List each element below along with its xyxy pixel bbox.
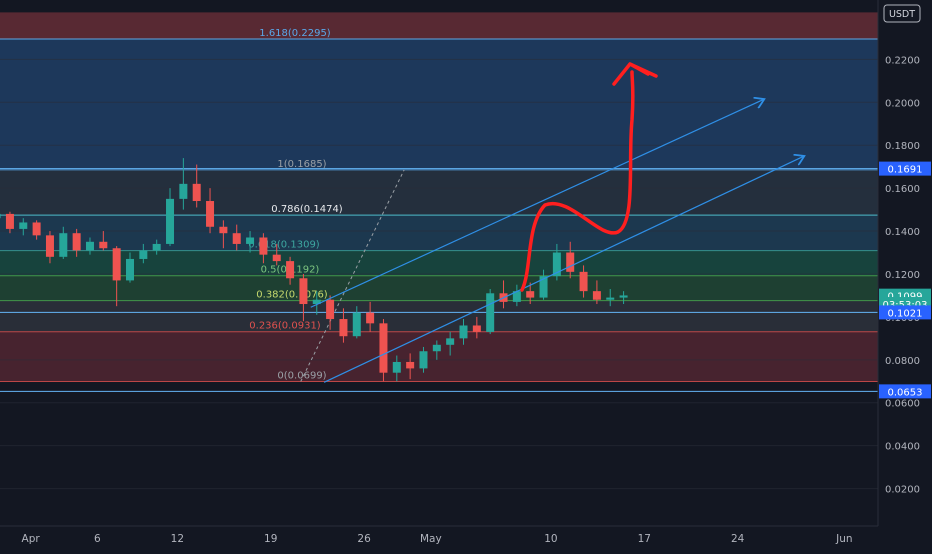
candle-body bbox=[526, 291, 535, 298]
fib-level-label: 1.618(0.2295) bbox=[259, 28, 331, 39]
candle-body bbox=[392, 361, 401, 373]
fib-zone bbox=[0, 12, 878, 39]
currency-box bbox=[883, 4, 921, 23]
x-tick-label: Apr bbox=[22, 533, 41, 545]
fib-level-label: 0.786(0.1474) bbox=[271, 204, 343, 215]
candle-body bbox=[339, 319, 348, 337]
x-tick-label: 12 bbox=[171, 533, 184, 545]
candle-body bbox=[446, 338, 455, 345]
candle-body bbox=[139, 250, 148, 259]
candle-body bbox=[352, 312, 361, 337]
candle-body bbox=[579, 271, 588, 292]
fib-zone bbox=[0, 38, 878, 170]
candle-body bbox=[619, 295, 628, 298]
candle-body bbox=[0, 213, 1, 219]
candle-body bbox=[59, 233, 68, 257]
candle-body bbox=[126, 258, 134, 281]
price-badge-bg bbox=[879, 305, 931, 320]
y-tick-label: 0.1200 bbox=[885, 270, 920, 281]
projection-drawing bbox=[520, 70, 635, 292]
candle-body bbox=[419, 351, 428, 369]
y-tick-label: 0.0200 bbox=[885, 485, 920, 496]
candle-body bbox=[219, 226, 228, 234]
candle-body bbox=[32, 222, 41, 236]
projection-arrowhead bbox=[612, 62, 658, 86]
fib-zone bbox=[0, 331, 878, 382]
currency-label: USDT bbox=[889, 9, 915, 20]
fib-zone bbox=[0, 169, 878, 216]
candle-body bbox=[99, 241, 108, 249]
fib-zone bbox=[0, 215, 878, 251]
price-badge-bg bbox=[879, 384, 931, 399]
candle-body bbox=[179, 183, 188, 199]
fib-zone bbox=[0, 300, 878, 332]
candle-body bbox=[472, 325, 481, 332]
price-badge-label: 0.1021 bbox=[888, 308, 923, 319]
candle-body bbox=[326, 299, 335, 320]
x-tick-label: 26 bbox=[357, 533, 371, 545]
fib-level-label: 0.382(0.1076) bbox=[256, 290, 328, 301]
y-tick-label: 0.2200 bbox=[885, 55, 920, 66]
candle-body bbox=[232, 233, 241, 244]
candle-body bbox=[166, 198, 175, 244]
price-badge-bg bbox=[879, 161, 931, 176]
candle-body bbox=[72, 233, 81, 251]
price-badge-label: 0.1691 bbox=[888, 165, 923, 176]
candle-body bbox=[592, 291, 601, 300]
x-tick-label: 17 bbox=[638, 533, 651, 545]
candle-body bbox=[406, 361, 415, 369]
y-tick-label: 0.0400 bbox=[885, 442, 920, 453]
candle-body bbox=[152, 243, 161, 251]
candle-body bbox=[552, 252, 561, 277]
candle-body bbox=[459, 325, 468, 339]
candle-body bbox=[19, 222, 28, 229]
candle-body bbox=[606, 297, 615, 300]
y-tick-label: 0.2000 bbox=[885, 98, 920, 109]
x-tick-label: Jun bbox=[835, 533, 852, 545]
y-tick-label: 0.1800 bbox=[885, 141, 920, 152]
candle-body bbox=[246, 237, 255, 244]
x-tick-label: 24 bbox=[731, 533, 745, 545]
fib-level-label: 1(0.1685) bbox=[277, 159, 326, 170]
candle-body bbox=[539, 276, 548, 298]
candle-body bbox=[85, 241, 94, 251]
candle-body bbox=[366, 312, 375, 324]
candle-body bbox=[432, 344, 441, 352]
candle-body bbox=[206, 201, 215, 227]
candle-body bbox=[112, 248, 121, 281]
candle-body bbox=[286, 261, 295, 279]
y-tick-label: 0.1600 bbox=[885, 184, 920, 195]
fib-level-label: 0.236(0.0931) bbox=[249, 321, 321, 332]
price-badge-label: 0.0653 bbox=[888, 387, 923, 398]
candle-body bbox=[5, 213, 14, 229]
candle-body bbox=[45, 235, 54, 257]
candle-body bbox=[512, 291, 521, 302]
fib-zone bbox=[0, 275, 878, 301]
candle-body bbox=[272, 254, 281, 262]
channel-upper-line bbox=[310, 99, 765, 308]
candle-body bbox=[312, 299, 321, 305]
y-tick-label: 0.0800 bbox=[885, 356, 920, 367]
x-tick-label: 10 bbox=[544, 533, 557, 545]
candle-body bbox=[379, 323, 388, 373]
fib-level-label: 0(0.0699) bbox=[277, 370, 326, 381]
x-tick-label: 6 bbox=[94, 533, 101, 545]
channel-lower-line bbox=[323, 156, 804, 383]
candle-body bbox=[192, 183, 201, 202]
y-tick-label: 0.0600 bbox=[885, 399, 920, 410]
candle-body bbox=[566, 252, 575, 272]
fib-level-label: 0.618(0.1309) bbox=[248, 240, 320, 251]
x-tick-label: May bbox=[420, 533, 442, 545]
candle-body bbox=[259, 237, 268, 255]
candle-body bbox=[299, 278, 308, 305]
candle-body bbox=[486, 293, 495, 332]
y-tick-label: 0.1400 bbox=[885, 227, 920, 238]
x-tick-label: 19 bbox=[264, 533, 277, 545]
